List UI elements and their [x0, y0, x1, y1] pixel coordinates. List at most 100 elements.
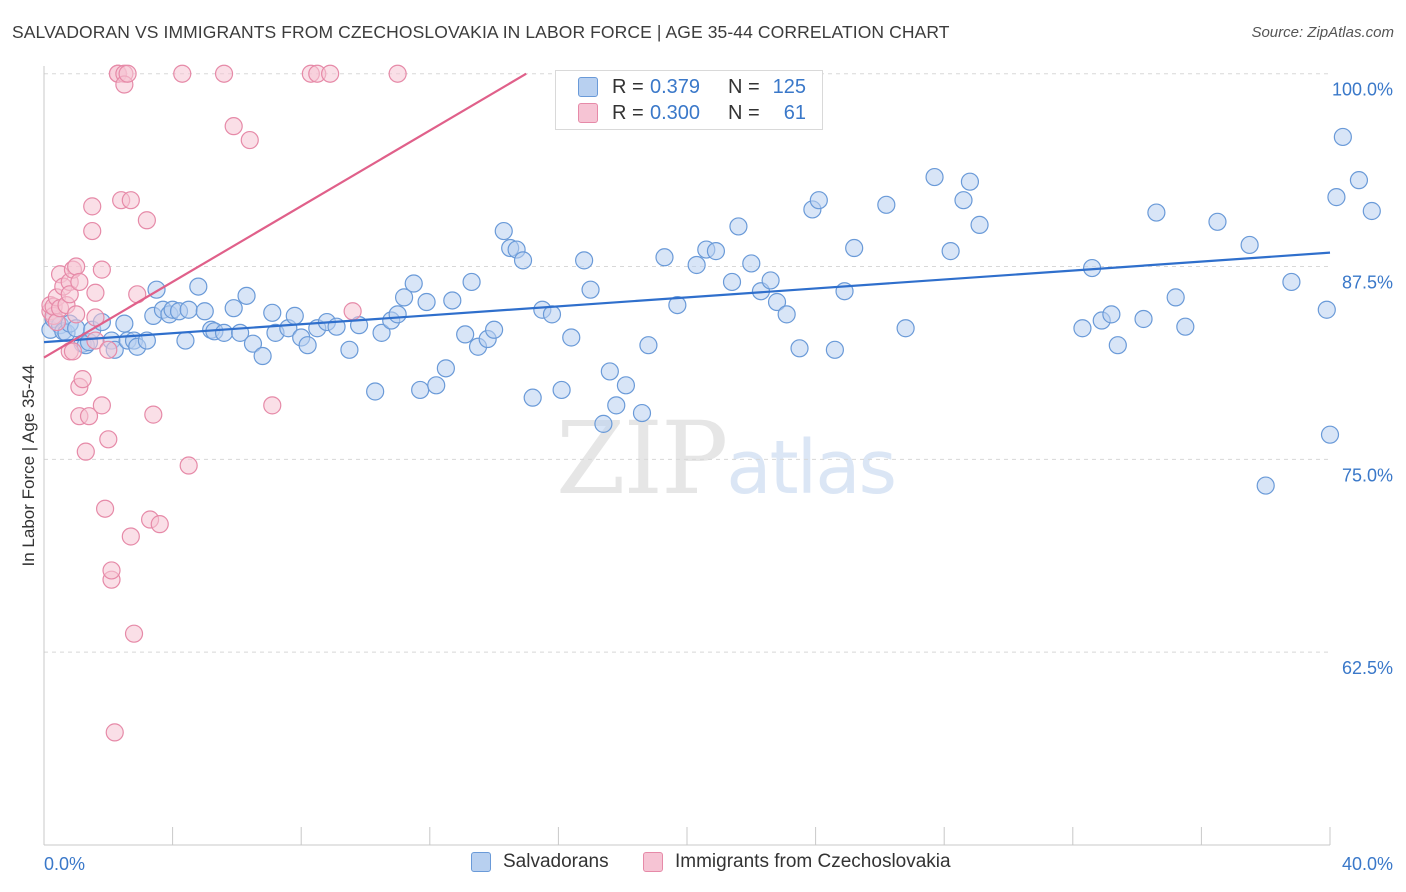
n-label: N = [728, 101, 760, 124]
salvadoran-point [687, 255, 706, 275]
salvadoran-point [366, 382, 385, 401]
czechoslovakia-point [86, 331, 105, 350]
czechoslovakia-point [263, 396, 282, 415]
salvadoran-point [417, 292, 436, 312]
salvadoran-point [767, 292, 787, 312]
czechoslovakia-point [179, 456, 198, 475]
salvadoran-point [404, 274, 423, 293]
salvadoran-point [1349, 171, 1369, 190]
salvadoran-point [722, 272, 742, 292]
salvadoran-point [600, 362, 619, 381]
salvadoran-point [1362, 201, 1381, 221]
salvadoran-point [523, 388, 542, 407]
salvadoran-point [960, 172, 980, 191]
r-value: 0.300 [650, 101, 701, 124]
salvadoran-point [456, 325, 475, 344]
salvadoran-point [542, 305, 562, 324]
czechoslovakia-point [60, 285, 79, 304]
salvadoran-point [729, 217, 748, 236]
salvadoran-point [411, 380, 430, 400]
salvadoran-point [243, 334, 263, 353]
salvadoran-point [298, 336, 317, 355]
salvadoran-point [970, 215, 989, 234]
legend-swatch-pink [578, 103, 598, 123]
y-axis-label: In Labor Force | Age 35-44 [19, 365, 38, 567]
czechoslovakia-point [92, 396, 111, 415]
legend-swatch-pink [643, 852, 663, 872]
salvadoran-point [340, 340, 359, 359]
czechoslovakia-point [83, 197, 102, 216]
legend-swatch-blue [578, 77, 598, 97]
legend-label: Immigrants from Czechoslovakia [675, 851, 951, 872]
legend-label: Salvadorans [503, 851, 609, 872]
czechoslovakia-point [67, 257, 86, 276]
czechoslovakia-point [95, 499, 115, 518]
y-tick-label: 62.5% [1342, 658, 1393, 678]
salvadoran-point [253, 346, 272, 366]
salvadoran-point [639, 336, 658, 355]
czechoslovakia-point [67, 305, 86, 324]
y-tick-label: 87.5% [1342, 273, 1393, 293]
salvadoran-point [462, 272, 481, 292]
czechoslovakia-point [321, 64, 340, 83]
r-label: R = [612, 75, 644, 98]
x-tick-label: 0.0% [44, 854, 85, 874]
salvadoran-point [607, 396, 626, 415]
salvadoran-point [655, 248, 674, 267]
y-tick-label: 75.0% [1342, 465, 1393, 485]
czechoslovakia-point [105, 723, 124, 742]
salvadoran-point [1166, 288, 1185, 307]
salvadoran-point [436, 359, 455, 378]
czechoslovakia-point [121, 191, 140, 210]
czechoslovakia-point [124, 624, 144, 643]
salvadoran-point [189, 277, 208, 296]
czechoslovakia-point [388, 64, 407, 83]
salvadoran-point [176, 331, 195, 350]
salvadoran-point [1147, 203, 1166, 222]
salvadoran-point [552, 380, 571, 400]
salvadoran-point [214, 323, 234, 342]
salvadoran-point [809, 191, 828, 210]
czechoslovakia-point [73, 370, 92, 389]
salvadoran-point [1108, 336, 1127, 355]
y-tick-label: 100.0% [1332, 80, 1393, 100]
salvadoran-point [494, 221, 513, 241]
salvadoran-point [581, 280, 600, 299]
legend-item-czechoslovakia[interactable]: Immigrants from Czechoslovakia [643, 851, 951, 873]
salvadoran-point [1240, 235, 1259, 255]
salvadoran-point [1327, 188, 1346, 207]
salvadoran-point [896, 319, 915, 338]
salvadoran-point [263, 303, 282, 322]
legend-item-salvadorans[interactable]: Salvadorans [471, 851, 609, 873]
salvadoran-point [594, 414, 613, 433]
salvadoran-point [1102, 305, 1121, 324]
r-label: R = [612, 101, 644, 124]
czechoslovakia-point [343, 302, 362, 321]
czechoslovakia-point [92, 260, 111, 279]
n-label: N = [728, 75, 760, 98]
salvadoran-point [388, 305, 407, 324]
czechoslovakia-point [240, 130, 259, 150]
salvadoran-point [616, 376, 636, 395]
czechoslovakia-point [118, 64, 137, 83]
x-tick-label: 40.0% [1342, 854, 1393, 874]
salvadoran-point [1317, 300, 1336, 319]
czechoslovakia-point [224, 117, 243, 136]
salvadoran-point [668, 295, 687, 315]
watermark-atlas: atlas [726, 425, 897, 511]
czechoslovakia-point [86, 283, 105, 302]
salvadoran-point [761, 271, 780, 290]
czechoslovakia-trend-line [43, 72, 527, 359]
salvadoran-point [485, 320, 504, 339]
salvadoran-point [777, 305, 796, 324]
salvadoran-point [1320, 425, 1340, 444]
salvadoran-point [1073, 319, 1092, 338]
n-value: 61 [783, 101, 806, 124]
salvadoran-point [427, 376, 446, 395]
salvadoran-point [1282, 272, 1301, 292]
source-label: Source: ZipAtlas.com [1251, 24, 1394, 41]
salvadoran-point [1134, 309, 1153, 329]
salvadoran-point [443, 291, 462, 310]
salvadoran-point [1176, 317, 1195, 336]
